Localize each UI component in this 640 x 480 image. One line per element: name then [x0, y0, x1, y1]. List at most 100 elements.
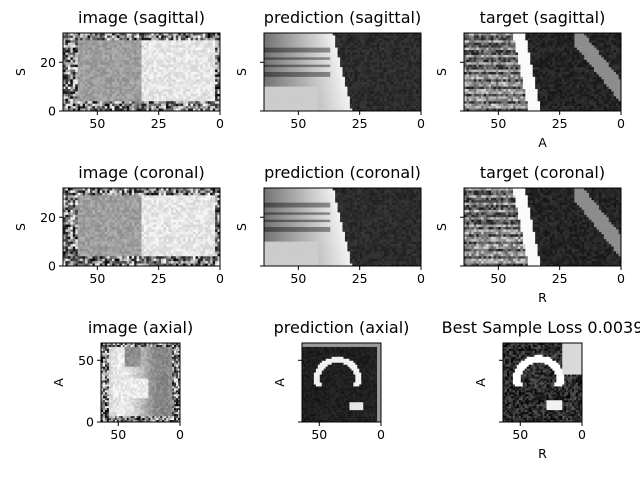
heatmap-cell	[188, 37, 191, 41]
heatmap-cell	[408, 47, 412, 51]
heatmap-cell	[411, 91, 414, 95]
heatmap-cell	[503, 40, 506, 44]
heatmap-cell	[418, 72, 422, 75]
heatmap-cell	[146, 62, 150, 65]
heatmap-cell	[567, 37, 570, 41]
heatmap-cell	[82, 93, 86, 97]
heatmap-cell	[308, 108, 311, 112]
heatmap-cell	[295, 72, 299, 75]
heatmap-cell	[406, 98, 410, 102]
heatmap-cell	[168, 69, 172, 73]
heatmap-cell	[99, 67, 103, 70]
heatmap-cell	[586, 59, 590, 63]
heatmap-cell	[99, 101, 103, 104]
heatmap-cell	[406, 69, 410, 73]
heatmap-cell	[488, 35, 492, 39]
heatmap-cell	[290, 54, 294, 58]
heatmap-cell	[134, 89, 137, 92]
heatmap-cell	[131, 98, 135, 102]
heatmap-cell	[384, 89, 387, 92]
heatmap-cell	[141, 37, 145, 41]
heatmap-cell	[374, 72, 378, 75]
heatmap-cell	[371, 57, 375, 61]
heatmap-cell	[75, 74, 79, 78]
heatmap-cell	[116, 91, 120, 95]
heatmap-cell	[332, 91, 336, 95]
heatmap-cell	[332, 86, 336, 90]
heatmap-cell	[542, 52, 546, 56]
heatmap-cell	[143, 62, 147, 65]
heatmap-cell	[288, 93, 292, 97]
heatmap-cell	[146, 50, 150, 53]
heatmap-cell	[483, 35, 487, 39]
heatmap-cell	[332, 89, 336, 92]
heatmap-cell	[85, 96, 88, 100]
heatmap-cell	[141, 96, 145, 100]
heatmap-cell	[532, 54, 536, 58]
heatmap-cell	[67, 54, 71, 58]
heatmap-cell	[114, 76, 118, 80]
heatmap-cell	[416, 86, 419, 90]
heatmap-cell	[139, 45, 142, 48]
heatmap-cell	[325, 35, 329, 39]
heatmap-cell	[369, 64, 373, 68]
heatmap-cell	[67, 103, 71, 107]
heatmap-cell	[559, 42, 563, 46]
heatmap-cell	[139, 79, 142, 83]
heatmap-cell	[330, 42, 333, 46]
heatmap-cell	[92, 81, 96, 85]
heatmap-cell	[168, 47, 172, 51]
heatmap-cell	[364, 54, 368, 58]
heatmap-cell	[264, 42, 267, 46]
heatmap-cell	[215, 72, 218, 75]
heatmap-cell	[166, 72, 169, 75]
heatmap-cell	[156, 45, 159, 48]
heatmap-cell	[384, 81, 387, 85]
heatmap-cell	[99, 84, 103, 87]
heatmap-cell	[408, 59, 412, 63]
heatmap-cell	[129, 98, 132, 102]
heatmap-cell	[413, 42, 417, 46]
heatmap-cell	[112, 96, 115, 100]
heatmap-cell	[330, 93, 333, 97]
heatmap-cell	[310, 37, 314, 41]
heatmap-cell	[151, 67, 155, 70]
heatmap-cell	[535, 33, 538, 36]
heatmap-cell	[359, 52, 363, 56]
heatmap-cell	[313, 57, 316, 61]
heatmap-cell	[89, 108, 93, 112]
heatmap-cell	[63, 106, 66, 109]
heatmap-cell	[197, 35, 201, 39]
heatmap-cell	[495, 33, 499, 36]
heatmap-cell	[215, 89, 218, 92]
heatmap-cell	[156, 108, 159, 112]
heatmap-cell	[352, 64, 356, 68]
heatmap-cell	[608, 45, 612, 48]
heatmap-cell	[335, 101, 338, 104]
heatmap-cell	[141, 35, 145, 39]
heatmap-cell	[295, 93, 299, 97]
heatmap-cell	[349, 103, 353, 107]
heatmap-cell	[85, 42, 88, 46]
heatmap-cell	[476, 40, 480, 44]
heatmap-cell	[158, 64, 162, 68]
heatmap-cell	[313, 93, 316, 97]
heatmap-cell	[286, 86, 289, 90]
heatmap-cell	[332, 84, 336, 87]
heatmap-cell	[212, 96, 216, 100]
heatmap-cell	[183, 74, 186, 78]
heatmap-cell	[193, 35, 196, 39]
heatmap-cell	[80, 84, 83, 87]
heatmap-cell	[146, 98, 150, 102]
heatmap-cell	[195, 45, 199, 48]
heatmap-cell	[300, 50, 304, 53]
heatmap-cell	[183, 81, 186, 85]
heatmap-cell	[143, 84, 147, 87]
heatmap-cell	[153, 74, 157, 78]
heatmap-cell	[527, 33, 531, 36]
heatmap-cell	[398, 64, 402, 68]
heatmap-cell	[515, 33, 519, 36]
heatmap-cell	[161, 40, 164, 44]
heatmap-cell	[158, 45, 162, 48]
heatmap-cell	[266, 45, 270, 48]
